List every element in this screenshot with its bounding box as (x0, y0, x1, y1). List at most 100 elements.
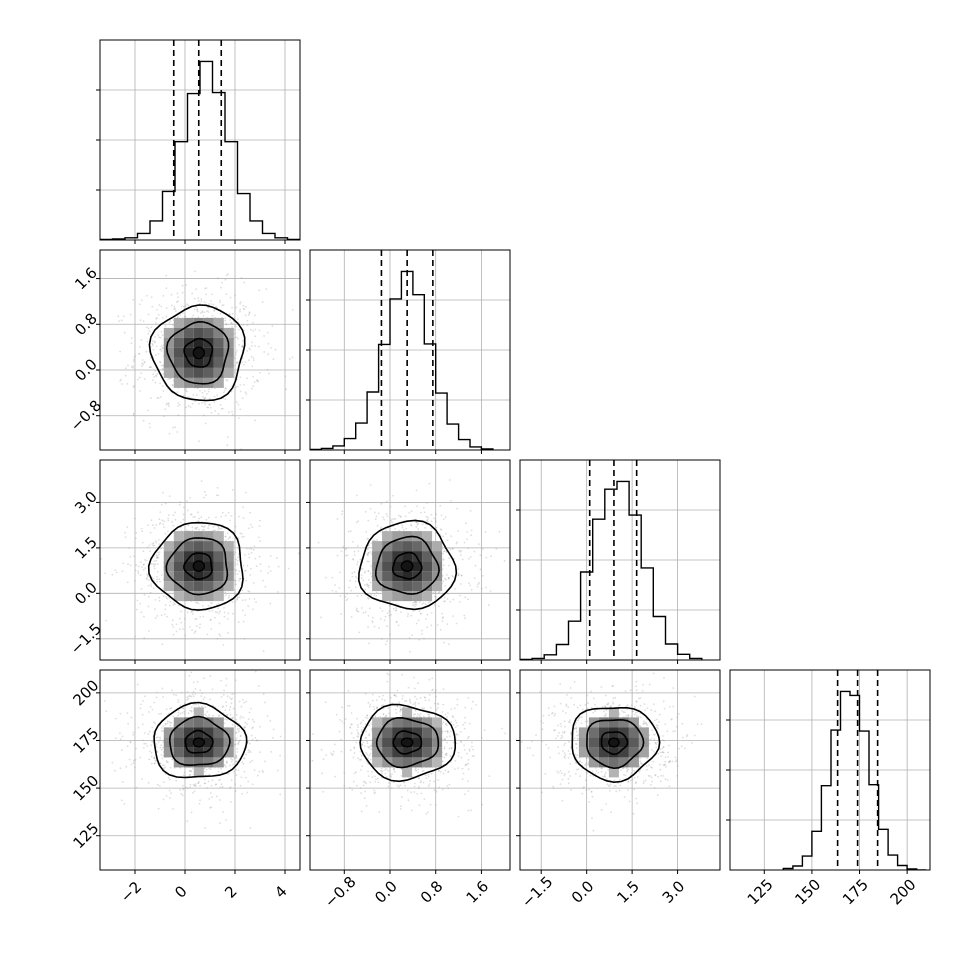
scatter-point (203, 401, 206, 404)
scatter-point (194, 783, 197, 785)
scatter-point (199, 615, 202, 618)
scatter-point (418, 714, 420, 716)
scatter-point (168, 789, 171, 792)
scatter-point (408, 698, 411, 701)
scatter-point (119, 379, 122, 382)
scatter-point (241, 532, 243, 535)
scatter-point (468, 722, 471, 725)
scatter-point (215, 783, 218, 785)
scatter-point (390, 787, 393, 789)
scatter-point (164, 502, 167, 505)
density-contour-1 (392, 551, 423, 580)
scatter-point (444, 577, 446, 580)
scatter-point (352, 558, 355, 561)
scatter-point (419, 781, 422, 784)
scatter-point (269, 570, 272, 572)
scatter-point (153, 527, 156, 529)
scatter-point (139, 707, 142, 710)
scatter-point (241, 589, 244, 592)
density-block (183, 747, 194, 758)
density-block (213, 357, 224, 368)
scatter-point (225, 677, 228, 680)
scatter-point (210, 628, 213, 630)
scatter-point (375, 707, 378, 710)
scatter-point (181, 711, 184, 714)
scatter-point (142, 700, 144, 702)
scatter-point (239, 735, 242, 737)
density-block (392, 737, 403, 748)
scatter-point (189, 709, 192, 712)
scatter-point (442, 552, 444, 555)
scatter-point (199, 302, 201, 305)
density-contour-core (400, 560, 414, 572)
scatter-point (126, 526, 129, 528)
scatter-point (348, 704, 351, 707)
scatter-point (144, 732, 146, 734)
scatter-point (446, 716, 448, 718)
scatter-point (341, 706, 343, 709)
scatter-point (122, 315, 125, 318)
scatter-point (230, 757, 232, 760)
density-contour-3 (148, 304, 246, 402)
scatter-point (130, 763, 133, 766)
density-block (223, 367, 234, 378)
scatter-point (170, 721, 173, 724)
density-block (183, 717, 194, 728)
scatter-point (247, 751, 250, 754)
scatter-point (445, 754, 448, 757)
scatter-point (245, 753, 248, 756)
density-block (213, 327, 224, 338)
scatter-point (234, 583, 237, 586)
scatter-point (155, 759, 158, 762)
scatter-point (203, 490, 206, 493)
scatter-point (483, 729, 486, 732)
scatter-point (421, 603, 424, 605)
scatter-point (221, 511, 224, 514)
density-block (422, 717, 433, 728)
scatter-point (148, 750, 151, 753)
scatter-point (362, 719, 365, 722)
scatter-point (239, 408, 242, 411)
scatter-point (168, 604, 171, 607)
scatter-point (245, 579, 248, 582)
scatter-point (153, 567, 156, 570)
scatter-point (239, 390, 242, 393)
scatter-point (206, 406, 209, 409)
scatter-point (446, 730, 449, 733)
scatter-point (210, 602, 212, 604)
panel-content (100, 480, 300, 653)
scatter-point (207, 604, 210, 607)
scatter-point (374, 775, 376, 778)
density-block (372, 581, 383, 592)
scatter-point (459, 583, 462, 585)
scatter-point (129, 741, 132, 744)
density-block (183, 737, 194, 748)
scatter-point (250, 734, 253, 737)
scatter-point (210, 412, 213, 414)
scatter-point (424, 696, 426, 699)
scatter-point (266, 368, 269, 371)
scatter-point (180, 691, 183, 694)
scatter-point (132, 386, 135, 389)
scatter-point (143, 563, 145, 566)
scatter-point (437, 779, 440, 781)
scatter-point (422, 602, 425, 604)
scatter-point (234, 294, 237, 297)
scatter-point (199, 799, 201, 802)
scatter-point (338, 587, 341, 589)
scatter-point (388, 712, 390, 715)
panel-frame (729, 669, 931, 871)
scatter-point (385, 513, 388, 515)
scatter-point (222, 693, 225, 696)
scatter-point (163, 526, 165, 529)
panel-content (782, 670, 927, 870)
scatter-point (378, 627, 380, 629)
scatter-point (222, 304, 225, 306)
scatter-point (159, 736, 162, 739)
scatter-point (357, 520, 360, 523)
scatter-point (464, 716, 466, 719)
scatter-point (398, 514, 400, 517)
scatter-point (158, 543, 161, 545)
scatter-point (147, 409, 149, 412)
scatter-point (121, 749, 123, 752)
